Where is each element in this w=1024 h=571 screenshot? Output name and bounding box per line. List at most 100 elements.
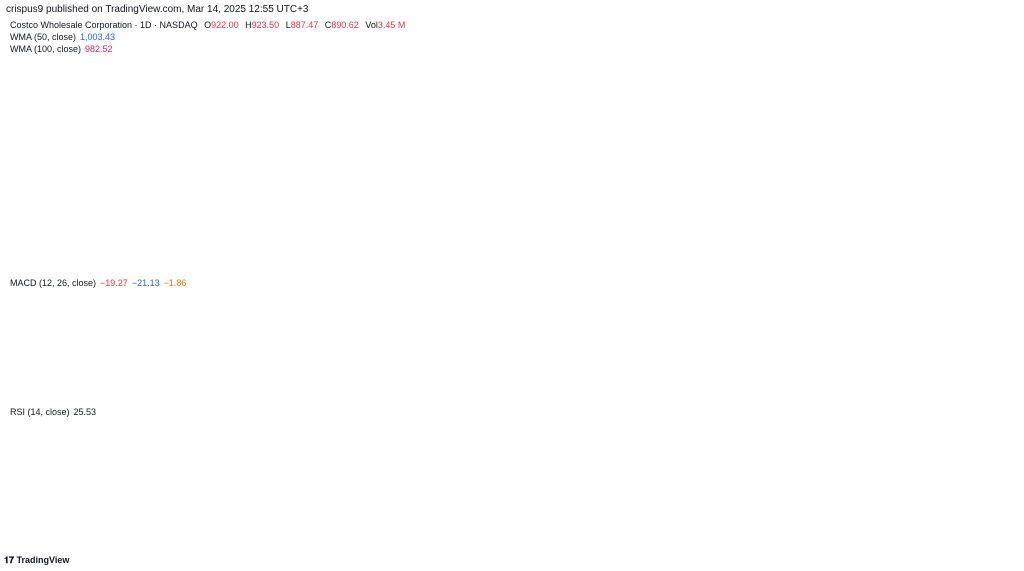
candle-body [712,93,716,97]
dividend-event-icon [841,258,853,270]
candle-body [113,215,117,221]
candle-body [394,147,397,152]
rsi-overbought-fill [474,420,478,442]
rsi-overbought-fill [227,431,230,442]
candle-body [592,106,596,110]
rsi-overbought-fill [478,437,481,442]
candle-body [126,203,129,208]
candle-body [751,77,754,81]
candle-body [858,47,861,49]
macd-histogram-bar [148,355,151,358]
macd-histogram-bar [744,355,746,358]
macd-histogram-bar [548,353,550,358]
candle-body [223,180,226,182]
candle-body [359,172,362,174]
rsi-overbought-fill [135,428,138,442]
candle-body [651,112,654,114]
macd-histogram-bar [258,355,260,358]
rsi-overbought-fill [222,432,225,442]
rsi-overbought-fill [869,432,872,442]
price-axis-tick: 900.00 [978,120,1009,131]
candle-body [526,136,529,138]
candle-body [12,240,15,242]
candle-body [270,164,274,178]
macd-histogram-bar [794,357,796,373]
tradingview-logo[interactable]: 𝟏𝟕 TradingView [4,555,69,566]
candle-body [457,124,460,127]
candle-body [318,179,321,182]
rsi-overbought-fill [224,429,227,442]
rsi-overbought-fill [127,423,130,442]
candle-body [793,96,797,101]
candle-body [821,93,825,96]
candle-body [790,100,794,102]
rsi-overbought-fill [233,434,236,442]
macd-histogram-bar [431,348,434,358]
macd-histogram-bar [344,357,347,361]
rsi-label: RSI (14, close) [10,407,70,417]
candle-body [18,238,21,242]
event-label: E [754,262,759,269]
candle-body [547,108,551,116]
macd-histogram-bar [318,357,321,360]
rsi-overbought-fill [700,439,703,442]
candle-body [519,137,522,140]
candle-body [303,178,307,180]
macd-histogram-bar [692,352,695,358]
time-axis-tick: Feb [200,537,218,548]
candle-body [716,89,719,94]
macd-histogram-bar [618,357,621,363]
macd-histogram-bar [586,348,589,358]
candle-body [287,178,290,180]
rsi-overbought-fill [727,439,730,442]
macd-histogram-bar [659,357,662,363]
rsi-overbought-fill [240,438,243,442]
candle-body [336,183,340,185]
candle-body [902,88,905,94]
candle-body [558,105,562,109]
macd-histogram-bar [640,357,643,364]
rsi-overbought-fill [453,439,456,442]
candle-body [719,89,722,91]
macd-histogram-bar [117,343,119,358]
macd-histogram-bar [284,357,287,373]
macd-histogram-bar [384,351,387,358]
macd-histogram-bar [58,357,61,363]
candle-body [373,162,376,165]
macd-value: −21.13 [131,278,160,288]
candle-body [85,224,89,227]
time-axis-tick: 2024 [145,537,168,548]
candle-body [787,96,790,102]
macd-axis-tick: 20.00 [978,320,1003,331]
rsi-overbought-fill [456,434,459,442]
rsi-overbought-fill [471,417,474,442]
earnings-event-icon [263,258,275,270]
macd-histogram-bar [716,345,719,358]
candle-body [444,126,447,131]
candle-body [705,92,709,95]
rsi-overbought-fill [871,433,874,442]
macd-histogram-bar [49,357,52,361]
rsi-overbought-fill [125,423,128,442]
wma50-line [10,59,910,244]
candle-body [95,226,98,228]
macd-histogram-bar [544,355,547,358]
candle-body [67,237,70,239]
macd-histogram-bar [104,351,107,358]
rsi-overbought-fill [267,417,270,442]
macd-histogram-bar [726,346,729,358]
macd-histogram-bar [651,357,654,364]
candle-body [537,123,540,126]
wma100-line [10,74,910,244]
candle-body [847,55,850,57]
candle-body [129,199,132,204]
macd-histogram-bar [851,343,854,358]
macd-histogram-bar [751,357,754,363]
candle-body [699,96,702,102]
candle-body [64,236,67,239]
rsi-overbought-fill [130,425,133,442]
time-axis-tick: 2025 [781,537,804,548]
candle-body [216,177,219,180]
candle-body [325,183,328,185]
wma100-label: WMA (100, close) [10,44,82,54]
